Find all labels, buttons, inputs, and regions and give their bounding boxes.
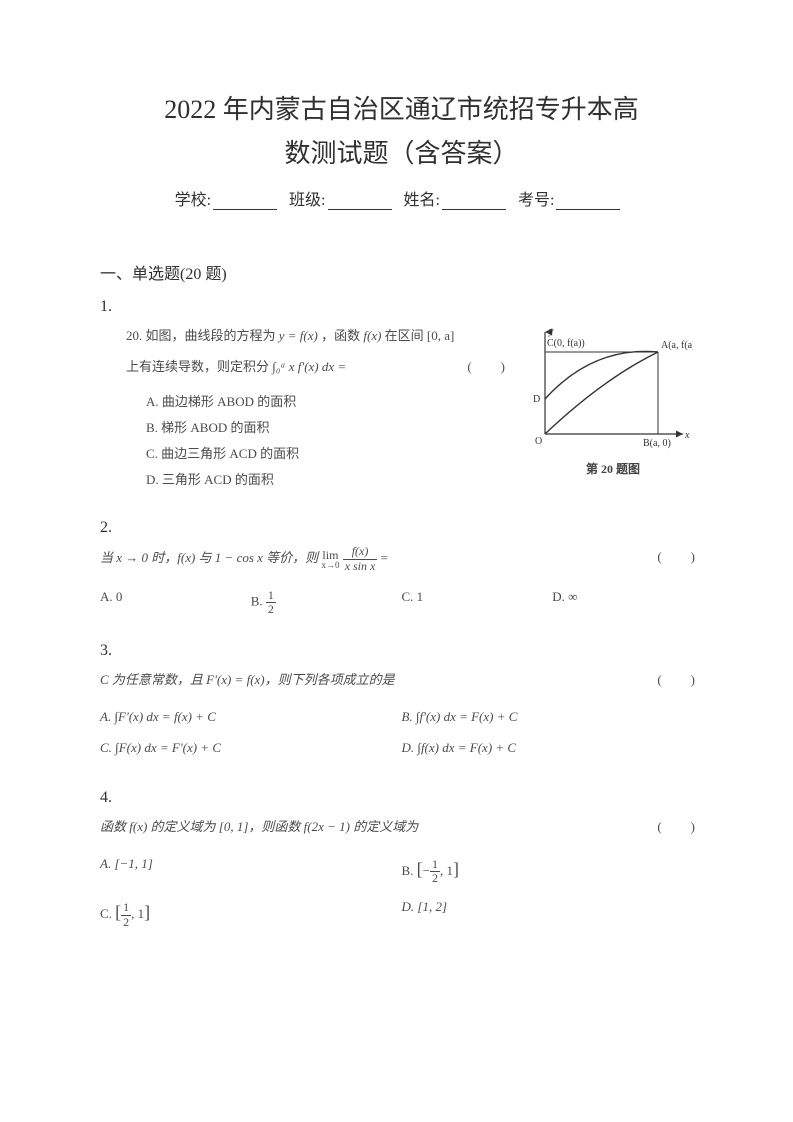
q1-stem-line1: 20. 如图，曲线段的方程为 y = f(x) ，函数 f(x) 在区间 [0,… [126, 324, 513, 349]
q2-option-c: C. 1 [402, 589, 553, 616]
q1-number: 1. [100, 298, 703, 316]
q2-limsub: x→0 [321, 561, 339, 570]
section-heading: 一、单选题(20 题) [100, 260, 703, 284]
q2-text-b: = [381, 550, 388, 565]
q3-paren: ( ) [657, 668, 703, 693]
q1-eq1: y = f(x) [279, 328, 318, 343]
q4-option-d: D. [1, 2] [402, 891, 704, 934]
student-info-line: 学校: 班级: 姓名: 考号: [100, 186, 703, 210]
q4-optb-num: 1 [430, 858, 440, 872]
name-blank [442, 192, 506, 210]
fig-label-y: y [548, 326, 554, 337]
q1-option-a: A. 曲边梯形 ABOD 的面积 [146, 389, 513, 415]
examno-label: 考号: [518, 192, 554, 209]
fig-label-a: A(a, f(a)) [661, 340, 693, 351]
q4-paren: ( ) [657, 815, 703, 840]
q3-number: 3. [100, 642, 703, 660]
q4-optc-pre: C. [100, 906, 115, 921]
q4-option-c: C. [12, 1] [100, 891, 402, 934]
q4-optb-pre: B. [402, 863, 417, 878]
q2-optb-pre: B. [251, 593, 266, 608]
q1-pre: 20. 如图，曲线段的方程为 [126, 328, 279, 343]
q4-option-a: A. [−1, 1] [100, 848, 402, 891]
q4-stem: 函数 f(x) 的定义域为 [0, 1]，则函数 f(2x − 1) 的定义域为 [100, 819, 418, 834]
q1-fig-caption: 第 20 题图 [523, 460, 703, 477]
question-2: 2. 当 x → 0 时，f(x) 与 1 − cos x 等价，则 lim x… [100, 519, 703, 616]
q1-option-c: C. 曲边三角形 ACD 的面积 [146, 441, 513, 467]
q1-graph-svg: C(0, f(a)) A(a, f(a)) D O B(a, 0) x y [523, 324, 693, 454]
q4-optc-num: 1 [121, 901, 131, 915]
q1-paren: ( ) [467, 355, 513, 380]
q2-optb-den: 2 [266, 603, 276, 616]
q1-line2a: 上有连续导数，则定积分 [126, 359, 269, 374]
name-label: 姓名: [404, 192, 440, 209]
q2-frac-num: f(x) [343, 545, 378, 559]
q4-number: 4. [100, 789, 703, 807]
title-line2: 数测试题（含答案） [100, 133, 703, 170]
fig-label-d: D [533, 394, 540, 405]
title-line1: 2022 年内蒙古自治区通辽市统招专升本高 [100, 90, 703, 129]
q1-mid2: 在区间 [0, a] [385, 328, 455, 343]
fig-label-c: C(0, f(a)) [547, 338, 585, 349]
q4-optc-den: 2 [121, 916, 131, 929]
school-blank [213, 192, 277, 210]
class-blank [328, 192, 392, 210]
q2-option-b: B. 12 [251, 589, 402, 616]
q2-number: 2. [100, 519, 703, 537]
q1-figure: C(0, f(a)) A(a, f(a)) D O B(a, 0) x y 第 … [523, 324, 703, 493]
fig-label-b: B(a, 0) [643, 438, 671, 449]
q4-option-b: B. [[−−12, 1] [402, 848, 704, 891]
q2-option-d: D. ∞ [552, 589, 703, 616]
question-1: 1. 20. 如图，曲线段的方程为 y = f(x) ，函数 f(x) 在区间 … [100, 298, 703, 493]
q4-optb-den: 2 [430, 872, 440, 885]
q3-option-a: A. ∫F'(x) dx = f(x) + C [100, 701, 402, 732]
q2-option-a: A. 0 [100, 589, 251, 616]
fig-label-o: O [535, 436, 542, 447]
examno-blank [556, 192, 620, 210]
q1-integral: ∫₀ᵃ x f'(x) dx = [272, 359, 346, 374]
q1-option-b: B. 梯形 ABOD 的面积 [146, 415, 513, 441]
q2-optb-num: 1 [266, 589, 276, 603]
q2-frac-den: x sin x [343, 560, 378, 573]
q2-paren: ( ) [657, 545, 703, 570]
q1-stem-line2: 上有连续导数，则定积分 ∫₀ᵃ x f'(x) dx = ( ) [126, 355, 513, 380]
q1-eq2: f(x) [363, 328, 381, 343]
q2-lim: lim [321, 549, 339, 561]
question-3: 3. C 为任意常数，且 F'(x) = f(x)，则下列各项成立的是 ( ) … [100, 642, 703, 763]
q1-option-d: D. 三角形 ACD 的面积 [146, 467, 513, 493]
q1-mid1: ，函数 [321, 328, 363, 343]
q3-stem: C 为任意常数，且 F'(x) = f(x)，则下列各项成立的是 [100, 672, 395, 687]
school-label: 学校: [175, 192, 211, 209]
fig-label-x: x [684, 430, 690, 441]
class-label: 班级: [289, 192, 325, 209]
q2-stem: 当 x → 0 时，f(x) 与 1 − cos x 等价，则 lim x→0 … [100, 550, 388, 565]
question-4: 4. 函数 f(x) 的定义域为 [0, 1]，则函数 f(2x − 1) 的定… [100, 789, 703, 934]
q3-option-c: C. ∫F(x) dx = F'(x) + C [100, 732, 402, 763]
q3-option-d: D. ∫f(x) dx = F(x) + C [402, 732, 704, 763]
q2-text-a: 当 x → 0 时，f(x) 与 1 − cos x 等价，则 [100, 550, 321, 565]
q3-option-b: B. ∫f'(x) dx = F(x) + C [402, 701, 704, 732]
